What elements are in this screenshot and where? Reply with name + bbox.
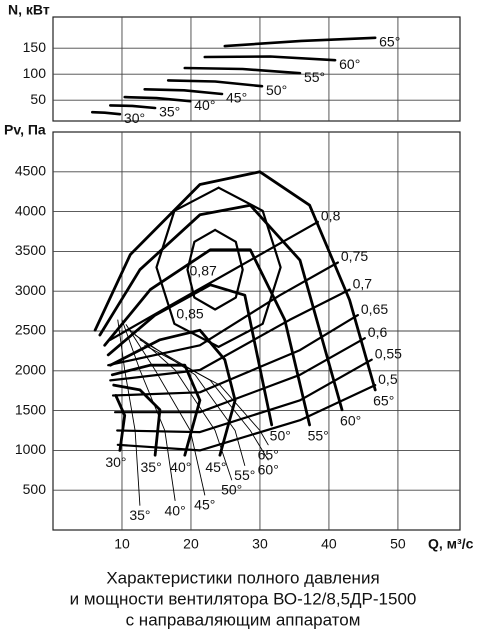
power-axis-title: N, кВт: [8, 2, 50, 18]
y-tick-label: 4500: [15, 163, 46, 179]
angle-curve: [112, 383, 162, 457]
efficiency-line: [111, 314, 359, 397]
angle-curve: [98, 203, 344, 412]
angle-curve: [103, 248, 311, 427]
thin-curve: [121, 319, 176, 501]
thin-curve: [117, 319, 141, 506]
y-tick-label: 2000: [15, 362, 46, 378]
x-axis-title: Q, м³/с: [428, 536, 474, 552]
curve-label: 35°: [129, 507, 150, 523]
angle-curve: [108, 328, 237, 457]
angle-curve: [106, 283, 274, 427]
curve-label: 30°: [124, 110, 145, 126]
y-tick-label: 3000: [15, 282, 46, 298]
angle-curve: [183, 66, 302, 75]
efficiency-label: 0,75: [341, 248, 368, 264]
efficiency-line: [116, 384, 377, 452]
efficiency-label: 0,5: [378, 371, 398, 387]
x-tick-label: 50: [390, 536, 406, 552]
caption-line: и мощности вентилятора ВО-12/8,5ДР-1500: [70, 589, 417, 608]
curve-label: 45°: [194, 497, 215, 513]
angle-curve: [114, 394, 127, 452]
thin-curve: [129, 329, 233, 481]
angle-curve: [93, 170, 377, 392]
y-tick-label: 1000: [15, 441, 46, 457]
curve-label: 40°: [194, 97, 215, 113]
angle-curve: [223, 36, 377, 48]
y-tick-label: 3500: [15, 242, 46, 258]
angle-curve: [143, 88, 224, 96]
plot-frame: [52, 16, 461, 122]
x-tick-label: 10: [114, 536, 130, 552]
curve-label: 35°: [159, 104, 180, 120]
efficiency-line: [109, 220, 319, 341]
angle-curve: [91, 110, 122, 116]
angle-curve: [109, 104, 157, 110]
curve-label: 65°: [258, 447, 279, 463]
y-tick-label: 100: [23, 65, 47, 81]
curve-label: 65°: [379, 34, 400, 50]
curve-label: 50°: [266, 82, 287, 98]
curve-label: 30°: [105, 454, 126, 470]
x-tick-label: 30: [252, 536, 268, 552]
thin-curve: [125, 324, 206, 496]
curve-label: 55°: [234, 467, 255, 483]
curve-label: 45°: [205, 459, 226, 475]
y-tick-label: 1500: [15, 401, 46, 417]
efficiency-label: 0,87: [190, 262, 217, 278]
curve-label: 40°: [165, 502, 186, 518]
curve-label: 60°: [258, 462, 279, 478]
efficiency-label: 0,6: [368, 324, 388, 340]
efficiency-label: 0,85: [176, 306, 203, 322]
curve-label: 50°: [221, 482, 242, 498]
curve-label: 55°: [308, 428, 329, 444]
angle-curve: [203, 55, 337, 62]
curve-label: 50°: [270, 428, 291, 444]
pressure-axis-title: Pv, Па: [4, 122, 46, 138]
y-tick-label: 500: [23, 481, 47, 497]
curve-label: 60°: [339, 56, 360, 72]
thin-curve: [139, 339, 269, 461]
efficiency-line: [116, 358, 373, 434]
curve-label: 35°: [141, 459, 162, 475]
efficiency-label: 0,8: [321, 208, 341, 224]
efficiency-label: 0,65: [361, 301, 388, 317]
efficiency-line: [107, 261, 339, 367]
caption-line: с направаляющим аппаратом: [126, 610, 361, 629]
y-tick-label: 2500: [15, 322, 46, 338]
y-tick-label: 50: [30, 91, 46, 107]
y-tick-label: 150: [23, 39, 47, 55]
efficiency-line: [109, 288, 351, 382]
angle-curve: [166, 79, 264, 88]
curve-label: 45°: [226, 90, 247, 106]
efficiency-contour: [186, 228, 244, 311]
x-tick-label: 40: [321, 536, 337, 552]
efficiency-label: 0,55: [375, 345, 402, 361]
curve-label: 65°: [373, 393, 394, 409]
angle-curve: [123, 95, 192, 103]
efficiency-contour: [155, 186, 282, 348]
curve-label: 60°: [340, 413, 361, 429]
thin-curve: [144, 344, 269, 446]
thin-curve: [134, 334, 246, 466]
curve-label: 55°: [304, 69, 325, 85]
y-tick-label: 4000: [15, 202, 46, 218]
efficiency-label: 0,7: [353, 275, 373, 291]
caption-line: Характеристики полного давления: [106, 568, 379, 587]
curve-label: 40°: [170, 459, 191, 475]
x-tick-label: 20: [183, 536, 199, 552]
